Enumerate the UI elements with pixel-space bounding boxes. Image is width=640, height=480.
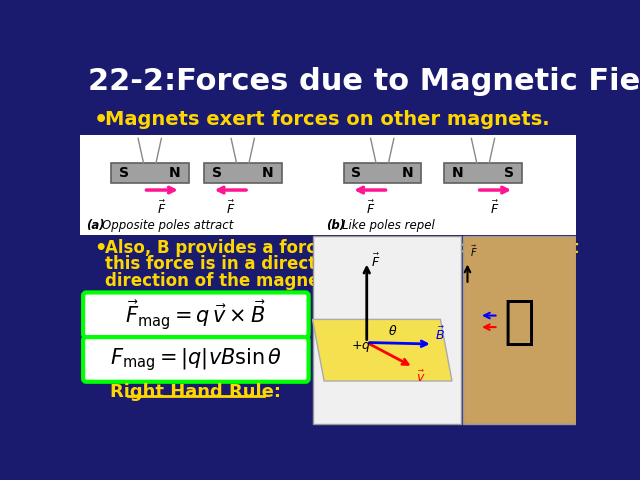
Text: Like poles repel: Like poles repel <box>342 218 435 232</box>
FancyBboxPatch shape <box>344 163 421 183</box>
Text: Magnets exert forces on other magnets.: Magnets exert forces on other magnets. <box>105 110 549 130</box>
FancyBboxPatch shape <box>204 163 282 183</box>
Text: Opposite poles attract: Opposite poles attract <box>102 218 233 232</box>
Text: $\vec{F}$: $\vec{F}$ <box>490 200 499 217</box>
Text: N: N <box>169 166 180 180</box>
Text: 22-2:Forces due to Magnetic Fields: 22-2:Forces due to Magnetic Fields <box>88 67 640 96</box>
Text: $F_{\mathrm{mag}} = |q|vB\sin\theta$: $F_{\mathrm{mag}} = |q|vB\sin\theta$ <box>109 346 282 373</box>
Text: N: N <box>452 166 463 180</box>
Text: direction of the magnetic field.: direction of the magnetic field. <box>105 273 397 290</box>
Text: $\vec{F}$: $\vec{F}$ <box>366 200 375 217</box>
Text: $\vec{F}$: $\vec{F}$ <box>157 200 166 217</box>
Text: (b): (b) <box>326 218 346 232</box>
Text: $\vec{F}$: $\vec{F}$ <box>227 200 236 217</box>
Text: Also, B provides a force to a charged particle,  but: Also, B provides a force to a charged pa… <box>105 239 579 256</box>
FancyBboxPatch shape <box>83 337 308 382</box>
Polygon shape <box>312 319 452 381</box>
Text: S: S <box>351 166 361 180</box>
Text: $\vec{F}$: $\vec{F}$ <box>470 244 477 259</box>
Text: S: S <box>119 166 129 180</box>
Text: $\vec{F}$: $\vec{F}$ <box>371 253 380 270</box>
FancyBboxPatch shape <box>312 236 461 424</box>
FancyBboxPatch shape <box>80 235 576 427</box>
Text: N: N <box>262 166 274 180</box>
FancyBboxPatch shape <box>444 163 522 183</box>
Text: $\vec{F}_{\mathrm{mag}} = q\, \vec{v} \times \vec{B}$: $\vec{F}_{\mathrm{mag}} = q\, \vec{v} \t… <box>125 298 266 332</box>
Text: $\vec{B}$: $\vec{B}$ <box>435 325 445 343</box>
FancyBboxPatch shape <box>80 134 576 235</box>
Text: S: S <box>212 166 221 180</box>
Text: Right Hand Rule:: Right Hand Rule: <box>110 384 282 401</box>
Text: •: • <box>94 239 106 258</box>
FancyBboxPatch shape <box>83 292 308 337</box>
Text: •: • <box>94 110 108 130</box>
Text: N: N <box>402 166 413 180</box>
Text: $+q$: $+q$ <box>351 339 371 354</box>
FancyBboxPatch shape <box>111 163 189 183</box>
FancyBboxPatch shape <box>463 236 576 424</box>
Text: $\vec{v}$: $\vec{v}$ <box>417 370 426 385</box>
Text: 👍: 👍 <box>504 297 535 348</box>
Text: (a): (a) <box>86 218 105 232</box>
Text: S: S <box>504 166 514 180</box>
Text: this force is in a direction perpendicular to the: this force is in a direction perpendicul… <box>105 255 543 274</box>
Text: $\theta$: $\theta$ <box>388 324 398 338</box>
